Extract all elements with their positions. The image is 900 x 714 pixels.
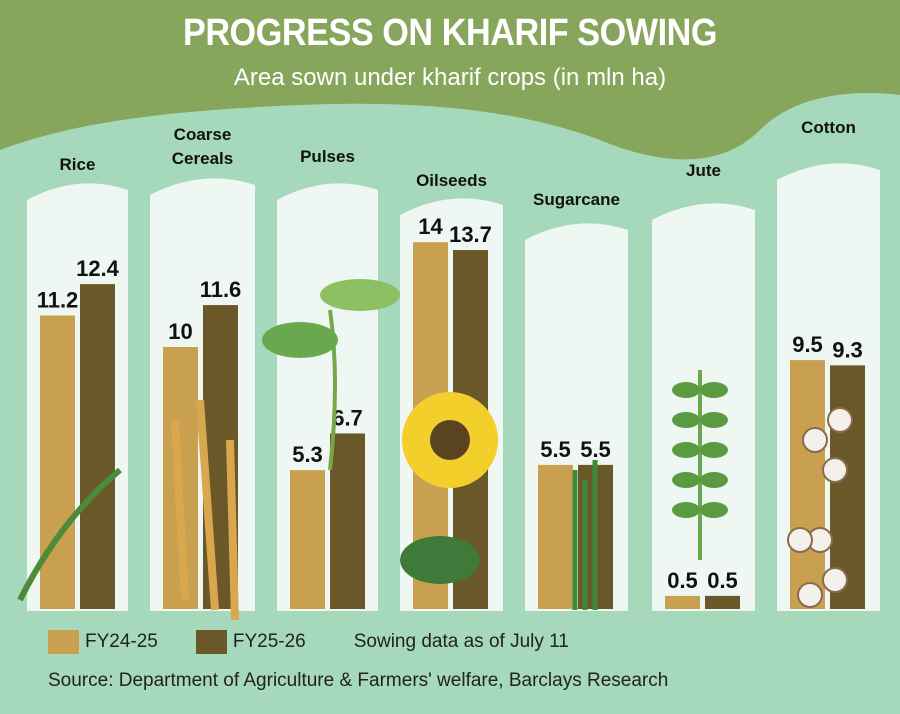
jute-leaf [700, 412, 728, 428]
chart-subtitle: Area sown under kharif crops (in mln ha) [233, 64, 667, 91]
wheat-illustration [171, 399, 239, 621]
data-label: 9.5 [792, 332, 823, 357]
legend: FY24-25 FY25-26 Sowing data as of July 1… [48, 630, 569, 654]
data-label: 5.5 [580, 437, 611, 462]
category-label: Sugarcane [533, 190, 620, 209]
data-label: 6.7 [332, 405, 363, 430]
data-label: 0.5 [707, 568, 738, 593]
legend-label-fy2425: FY24-25 [85, 631, 158, 652]
leaf-illustration [320, 279, 400, 311]
legend-swatch-fy2526 [195, 630, 227, 654]
bar-fy2425 [40, 315, 75, 609]
cotton-boll-illustration [797, 582, 823, 608]
data-label: 9.3 [832, 337, 863, 362]
bar-fy2526 [80, 284, 115, 609]
category-label: Cereals [172, 149, 233, 168]
bar-fy2425 [665, 595, 700, 609]
jute-leaf [700, 502, 728, 518]
legend-label-fy2526: FY25-26 [232, 631, 306, 652]
data-label: 11.2 [37, 288, 79, 313]
jute-leaf [672, 502, 700, 518]
data-note: Sowing data as of July 11 [353, 631, 569, 652]
bar-fy2526 [330, 433, 365, 609]
category-label: Pulses [300, 147, 355, 166]
data-label: 11.6 [200, 277, 242, 302]
jute-leaf [672, 442, 700, 458]
bar-fy2425 [790, 360, 825, 609]
bar-fy2425 [538, 464, 573, 609]
chart-title: PROGRESS ON KHARIF SOWING [182, 12, 718, 54]
jute-leaf [672, 412, 700, 428]
jute-leaf [700, 382, 728, 398]
legend-swatch-fy2425 [48, 630, 79, 654]
data-label: 13.7 [449, 222, 492, 247]
rice-plant-illustration [17, 467, 122, 602]
data-label: 10 [168, 319, 192, 344]
category-label: Rice [60, 155, 96, 174]
bar-fy2526 [705, 595, 740, 609]
category-label: Coarse [174, 125, 232, 144]
jute-leaf [672, 472, 700, 488]
category-label: Oilseeds [416, 171, 487, 190]
pulse-sprout-illustration [328, 309, 337, 471]
leaf-illustration [262, 322, 338, 358]
jute-leaf [672, 382, 700, 398]
sugarcane-illustration [572, 460, 598, 610]
data-label: 12.4 [76, 256, 120, 281]
sunflower-center [430, 420, 470, 460]
leaf-illustration [400, 536, 480, 584]
column-panel [652, 203, 755, 611]
jute-leaf [700, 472, 728, 488]
cotton-boll-illustration [822, 457, 848, 483]
data-label: 0.5 [667, 568, 698, 593]
category-label: Cotton [801, 118, 856, 137]
header-wave [0, 0, 900, 160]
cotton-boll-illustration [802, 427, 828, 453]
cotton-boll-illustration [827, 407, 853, 433]
bar-fy2425 [290, 470, 325, 609]
cotton-boll-illustration [787, 527, 813, 553]
source-note: Source: Department of Agriculture & Farm… [48, 670, 669, 691]
data-label: 14 [418, 214, 443, 239]
category-label: Jute [686, 161, 721, 180]
data-label: 5.5 [540, 437, 571, 462]
cotton-boll-illustration [822, 567, 848, 593]
data-label: 5.3 [292, 442, 323, 467]
jute-leaf [700, 442, 728, 458]
